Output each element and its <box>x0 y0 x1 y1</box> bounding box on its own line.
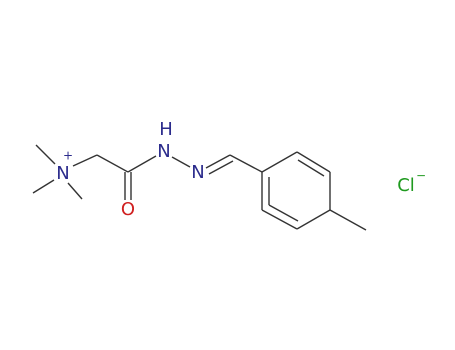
atom-label: N <box>56 163 69 184</box>
bond <box>268 204 299 222</box>
bond <box>208 160 234 175</box>
bonds <box>32 144 367 231</box>
bond <box>127 155 157 173</box>
bond <box>296 209 331 230</box>
bond <box>96 154 129 173</box>
bond <box>261 151 298 173</box>
bond <box>297 159 325 177</box>
bond <box>72 154 98 167</box>
bond <box>261 209 298 230</box>
bond <box>296 151 331 173</box>
bond <box>171 156 191 168</box>
atom-label: O <box>121 199 135 220</box>
bond <box>67 182 83 200</box>
charge-label: + <box>63 149 73 163</box>
bond <box>229 154 263 173</box>
atom-label: N <box>191 162 204 183</box>
atom-label: Cl <box>397 175 415 196</box>
bond <box>32 179 55 194</box>
bond <box>35 144 56 165</box>
bond <box>329 209 367 231</box>
atom-label: H <box>159 119 173 140</box>
atom-label: N <box>157 141 170 162</box>
charge-label: − <box>416 169 426 183</box>
bond <box>205 154 231 169</box>
